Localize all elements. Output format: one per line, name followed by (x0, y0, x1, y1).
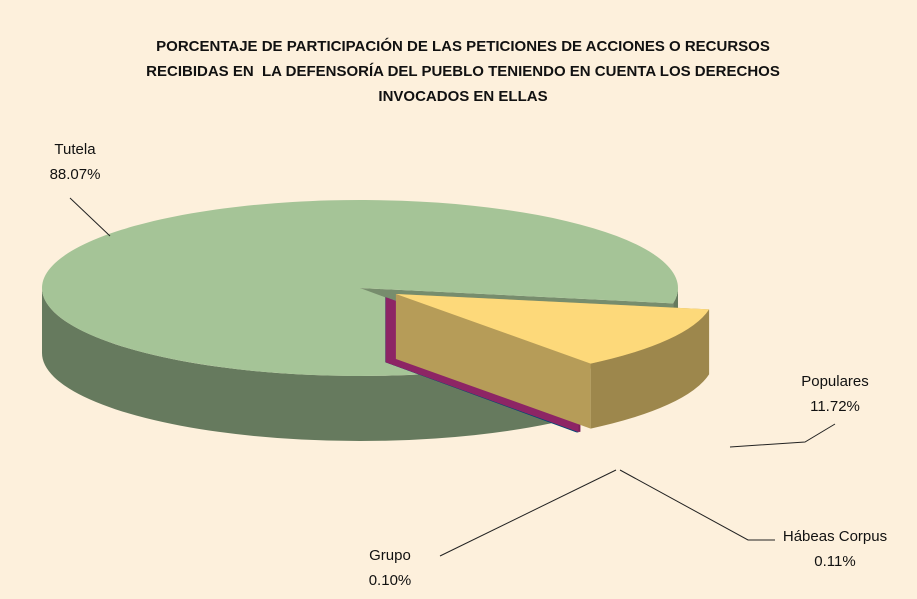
value-label: 0.11% (814, 553, 855, 570)
chart-title: RECIBIDAS EN LA DEFENSORÍA DEL PUEBLO TE… (146, 63, 780, 80)
leader-line (729, 423, 836, 448)
slice-side (42, 288, 552, 442)
value-label: 88.07% (50, 166, 101, 183)
slice-label: Populares (801, 373, 869, 390)
leader-line (619, 469, 775, 541)
slice (41, 200, 678, 377)
slice-side (590, 309, 710, 429)
value-label: 11.72% (810, 398, 860, 415)
slice-face (395, 294, 591, 429)
slice-label: Hábeas Corpus (783, 528, 887, 545)
leader-line (69, 197, 111, 237)
slice-label: Grupo (369, 547, 411, 564)
slice (395, 294, 710, 364)
chart-title: PORCENTAJE DE PARTICIPACIÓN DE LAS PETIC… (156, 37, 770, 55)
slice-label: Tutela (54, 141, 96, 158)
value-label: 0.10% (369, 572, 412, 589)
leader-line (439, 469, 617, 557)
chart-title: INVOCADOS EN ELLAS (378, 88, 547, 105)
